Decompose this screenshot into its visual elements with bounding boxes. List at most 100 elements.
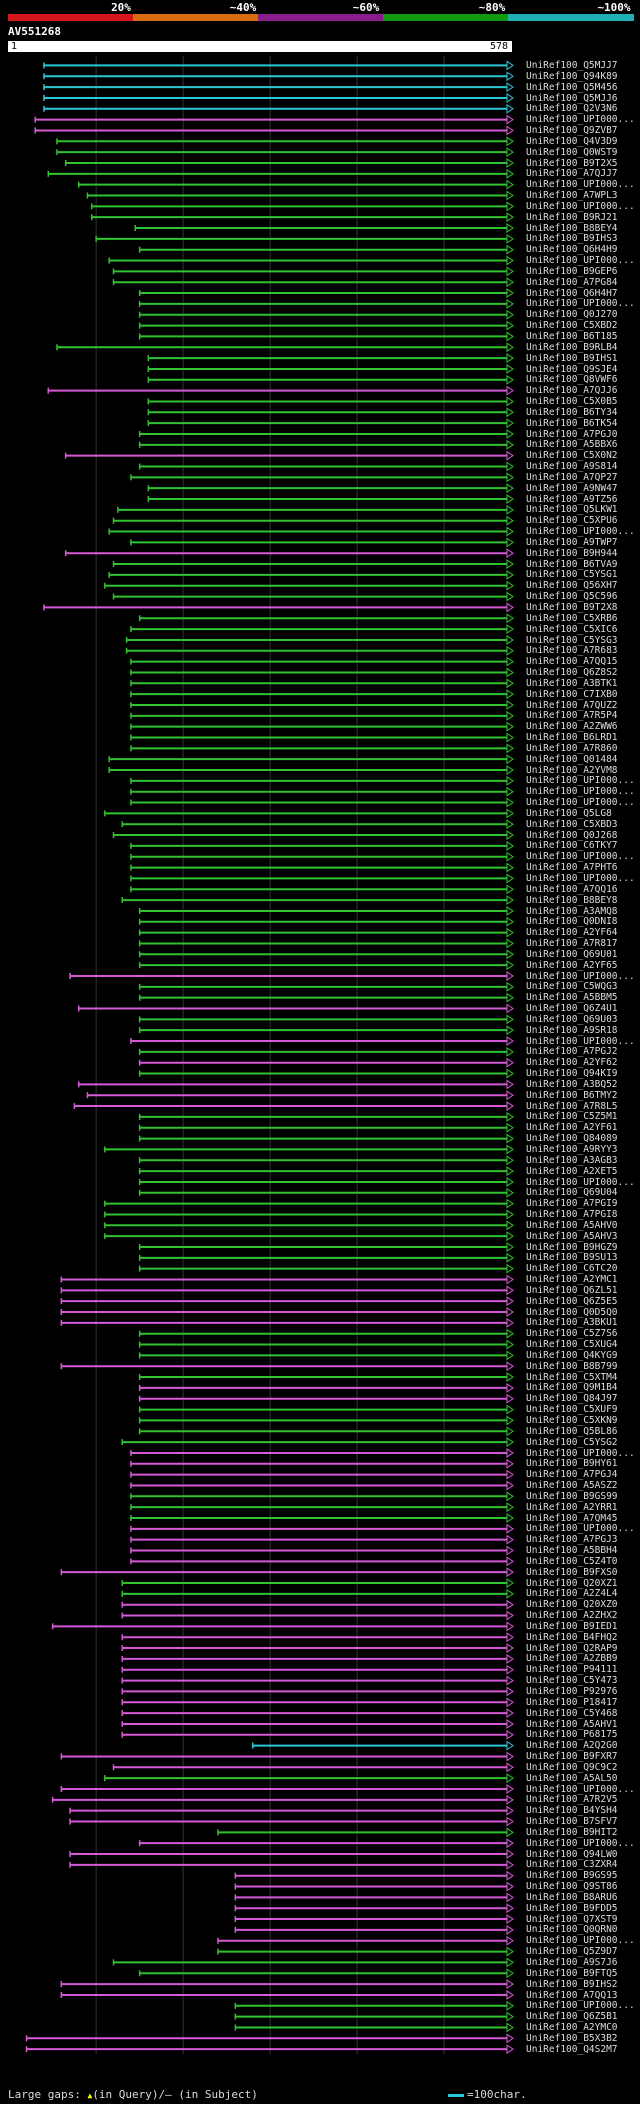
hit-label[interactable]: UniRef100_UPI000... xyxy=(526,1035,635,1047)
hit-label[interactable]: UniRef100_UPI000... xyxy=(526,1837,635,1849)
hit-bar[interactable] xyxy=(138,1068,514,1079)
hit-bar[interactable] xyxy=(60,1317,514,1328)
hit-bar[interactable] xyxy=(130,472,514,483)
hit-label[interactable]: UniRef100_B8B799 xyxy=(526,1360,618,1372)
hit-bar[interactable] xyxy=(147,353,514,364)
hit-label[interactable]: UniRef100_B9GS95 xyxy=(526,1870,618,1882)
hit-label[interactable]: UniRef100_C7IXB0 xyxy=(526,688,618,700)
hit-label[interactable]: UniRef100_A3AGB3 xyxy=(526,1154,618,1166)
hit-label[interactable]: UniRef100_A5AHV1 xyxy=(526,1718,618,1730)
hit-label[interactable]: UniRef100_A9SR18 xyxy=(526,1024,618,1036)
hit-bar[interactable] xyxy=(138,1968,514,1979)
hit-bar[interactable] xyxy=(130,624,514,635)
hit-label[interactable]: UniRef100_UPI000... xyxy=(526,775,635,787)
hit-bar[interactable] xyxy=(117,504,514,515)
hit-bar[interactable] xyxy=(217,1935,514,1946)
hit-label[interactable]: UniRef100_C5X0B5 xyxy=(526,396,618,408)
hit-label[interactable]: UniRef100_Q69U04 xyxy=(526,1187,618,1199)
hit-bar[interactable] xyxy=(130,884,514,895)
hit-label[interactable]: UniRef100_Q01484 xyxy=(526,753,618,765)
hit-bar[interactable] xyxy=(43,602,514,613)
hit-label[interactable]: UniRef100_Q84J97 xyxy=(526,1393,618,1405)
hit-label[interactable]: UniRef100_Q2V3N6 xyxy=(526,103,618,115)
hit-bar[interactable] xyxy=(69,1849,514,1859)
hit-bar[interactable] xyxy=(43,103,514,114)
hit-label[interactable]: UniRef100_A7PGJ4 xyxy=(526,1469,618,1481)
hit-bar[interactable] xyxy=(130,862,514,873)
hit-label[interactable]: UniRef100_B4YSH4 xyxy=(526,1805,618,1817)
hit-bar[interactable] xyxy=(69,1859,514,1870)
hit-label[interactable]: UniRef100_A5BBH4 xyxy=(526,1545,618,1557)
hit-label[interactable]: UniRef100_A9S7J6 xyxy=(526,1957,618,1968)
hit-bar[interactable] xyxy=(43,71,514,82)
hit-label[interactable]: UniRef100_Q5BL86 xyxy=(526,1425,618,1437)
hit-label[interactable]: UniRef100_C5XTM4 xyxy=(526,1371,618,1383)
hit-label[interactable]: UniRef100_B9IHS3 xyxy=(526,233,618,245)
hit-label[interactable]: UniRef100_C5Z4T0 xyxy=(526,1555,618,1567)
hit-bar[interactable] xyxy=(104,1220,514,1231)
hit-label[interactable]: UniRef100_A2Q2G0 xyxy=(526,1740,618,1752)
hit-bar[interactable] xyxy=(130,689,514,700)
hit-label[interactable]: UniRef100_C5XIC6 xyxy=(526,623,618,635)
hit-bar[interactable] xyxy=(234,2000,514,2011)
hit-bar[interactable] xyxy=(147,407,514,418)
hit-bar[interactable] xyxy=(130,786,514,797)
hit-bar[interactable] xyxy=(121,1697,514,1708)
hit-bar[interactable] xyxy=(138,1339,514,1350)
hit-label[interactable]: UniRef100_C5YSG3 xyxy=(526,634,618,646)
hit-label[interactable]: UniRef100_A2YRR1 xyxy=(526,1501,618,1513)
hit-bar[interactable] xyxy=(138,461,514,472)
hit-label[interactable]: UniRef100_B6LRD1 xyxy=(526,732,618,744)
hit-bar[interactable] xyxy=(60,1361,514,1372)
hit-label[interactable]: UniRef100_Q7XST9 xyxy=(526,1913,618,1925)
hit-label[interactable]: UniRef100_A7PGJ0 xyxy=(526,428,618,440)
hit-bar[interactable] xyxy=(130,743,514,754)
hit-bar[interactable] xyxy=(121,1632,514,1643)
hit-label[interactable]: UniRef100_A7QP27 xyxy=(526,471,618,483)
hit-label[interactable]: UniRef100_UPI000... xyxy=(526,970,635,982)
hit-bar[interactable] xyxy=(112,266,514,277)
hit-bar[interactable] xyxy=(130,775,514,786)
hit-bar[interactable] xyxy=(138,992,514,1003)
hit-bar[interactable] xyxy=(138,1252,514,1263)
hit-bar[interactable] xyxy=(77,179,514,190)
hit-bar[interactable] xyxy=(138,1404,514,1415)
hit-label[interactable]: UniRef100_UPI000... xyxy=(526,797,635,809)
hit-label[interactable]: UniRef100_UPI000... xyxy=(526,1783,635,1795)
hit-bar[interactable] xyxy=(138,331,514,342)
hit-label[interactable]: UniRef100_B9RLB4 xyxy=(526,341,618,353)
hit-bar[interactable] xyxy=(138,927,514,938)
hit-label[interactable]: UniRef100_A2ZBB9 xyxy=(526,1653,618,1665)
hit-bar[interactable] xyxy=(130,1469,514,1480)
hit-label[interactable]: UniRef100_A5AHV0 xyxy=(526,1219,618,1231)
hit-label[interactable]: UniRef100_UPI000... xyxy=(526,114,635,126)
hit-bar[interactable] xyxy=(138,439,514,450)
hit-label[interactable]: UniRef100_Q6H4H7 xyxy=(526,287,618,299)
hit-bar[interactable] xyxy=(147,494,514,504)
hit-label[interactable]: UniRef100_B9H944 xyxy=(526,547,618,559)
hit-label[interactable]: UniRef100_A2YVM8 xyxy=(526,764,618,776)
hit-label[interactable]: UniRef100_A3AMQ8 xyxy=(526,905,618,917)
hit-label[interactable]: UniRef100_B9FDD5 xyxy=(526,1902,618,1914)
hit-label[interactable]: UniRef100_A7WPL3 xyxy=(526,190,618,202)
hit-label[interactable]: UniRef100_A7R2V5 xyxy=(526,1794,618,1806)
hit-bar[interactable] xyxy=(147,396,514,407)
hit-bar[interactable] xyxy=(138,949,514,960)
hit-label[interactable]: UniRef100_A2YMC1 xyxy=(526,1274,618,1286)
hit-label[interactable]: UniRef100_UPI000... xyxy=(526,786,635,798)
hit-bar[interactable] xyxy=(34,114,514,125)
hit-label[interactable]: UniRef100_A7PGJ2 xyxy=(526,1046,618,1058)
hit-label[interactable]: UniRef100_UPI000... xyxy=(526,851,635,863)
hit-label[interactable]: UniRef100_A3BQ52 xyxy=(526,1078,618,1090)
hit-bar[interactable] xyxy=(121,819,514,830)
hit-bar[interactable] xyxy=(104,1198,514,1209)
hit-label[interactable]: UniRef100_Q9C9C2 xyxy=(526,1761,618,1773)
hit-bar[interactable] xyxy=(60,1296,514,1307)
hit-label[interactable]: UniRef100_Q5Z9D7 xyxy=(526,1946,618,1958)
hit-label[interactable]: UniRef100_Q6H4H9 xyxy=(526,244,618,256)
hit-label[interactable]: UniRef100_A3BKU1 xyxy=(526,1317,618,1329)
hit-bar[interactable] xyxy=(43,93,514,103)
hit-label[interactable]: UniRef100_B9HIT2 xyxy=(526,1826,618,1838)
hit-bar[interactable] xyxy=(60,1784,514,1794)
hit-label[interactable]: UniRef100_C5X0N2 xyxy=(526,450,618,462)
